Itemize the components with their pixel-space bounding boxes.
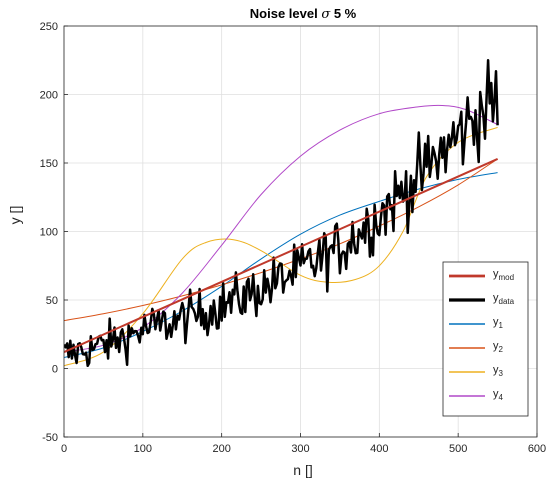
legend-label-sub: 2: [499, 345, 504, 354]
chart-title: Noise level σ 5 %: [250, 6, 357, 22]
legend-label-sub: data: [499, 297, 515, 306]
legend-label-y_2: y2: [493, 340, 504, 354]
title-text: Noise level: [250, 6, 322, 21]
legend-label-main: y: [493, 316, 499, 328]
series-layer: [64, 58, 499, 368]
y-tick-label: 50: [46, 295, 58, 307]
y-tick-label: 250: [40, 21, 58, 33]
legend-label-sub: 3: [499, 369, 504, 378]
x-tick-label: 300: [291, 443, 309, 455]
series-line-y_data: [64, 58, 499, 368]
legend-label-y_3: y3: [493, 364, 504, 378]
y-tick-label: -50: [42, 432, 58, 444]
y-tick-label: 100: [40, 227, 58, 239]
legend-label-main: y: [493, 388, 499, 400]
y-tick-label: 0: [52, 364, 58, 376]
legend-label-y_1: y1: [493, 316, 504, 330]
series-line-y_mod: [64, 157, 499, 354]
x-axis-label: n []: [293, 462, 312, 478]
legend-label-y_4: y4: [493, 388, 504, 402]
x-tick-label: 200: [212, 443, 230, 455]
legend-label-sub: 4: [499, 393, 504, 402]
legend-label-sub: mod: [499, 273, 515, 282]
legend-label-main: y: [493, 364, 499, 376]
x-tick-label: 500: [449, 443, 467, 455]
x-tick-label: 600: [528, 443, 546, 455]
y-tick-label: 200: [40, 90, 58, 102]
y-axis-label: y []: [7, 206, 23, 225]
title-text: 5 %: [330, 6, 356, 21]
x-tick-label: 100: [134, 443, 152, 455]
legend-label-sub: 1: [499, 321, 504, 330]
x-tick-label: 400: [370, 443, 388, 455]
legend-label-main: y: [493, 292, 499, 304]
legend-label-y_data: ydata: [493, 292, 515, 306]
title-sigma: σ: [321, 7, 331, 22]
x-tick-label: 0: [61, 443, 67, 455]
legend-box: [442, 261, 529, 417]
y-tick-label: 150: [40, 158, 58, 170]
legend-label-main: y: [493, 268, 499, 280]
legend-label-y_mod: ymod: [493, 268, 514, 282]
legend-label-main: y: [493, 340, 499, 352]
